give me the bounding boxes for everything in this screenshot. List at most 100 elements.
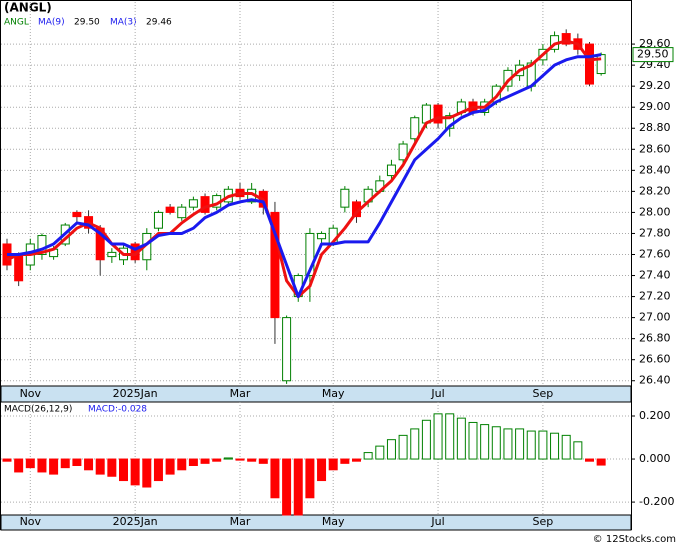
y-tick-label: 28.00	[639, 205, 671, 218]
macd-bar	[130, 458, 140, 486]
y-tick-label: 29.60	[639, 37, 671, 50]
candle-body	[561, 33, 571, 45]
x-tick-label: May	[322, 387, 345, 400]
y-tick-label: 26.80	[639, 332, 671, 345]
macd-bar	[410, 428, 420, 460]
macd-bar	[49, 458, 59, 475]
y-tick-label: -0.200	[639, 495, 674, 508]
macd-bar	[328, 458, 338, 471]
candle-body	[317, 232, 327, 240]
macd-bar	[433, 413, 443, 460]
candle-body	[585, 43, 594, 85]
candle-body	[282, 317, 292, 382]
candle-body	[72, 211, 82, 218]
candle-body	[107, 251, 117, 258]
x-tick-label: Sep	[533, 387, 554, 400]
ma-line	[7, 53, 602, 299]
legend-ma3-value: 29.46	[146, 18, 172, 28]
x-tick-label: Mar	[230, 387, 251, 400]
macd-bar	[119, 458, 128, 482]
macd-bar	[212, 458, 222, 462]
macd-value: MACD:-0.028	[88, 405, 147, 415]
macd-bar	[491, 426, 501, 460]
macd-bar	[72, 458, 82, 466]
macd-bar	[585, 458, 594, 462]
macd-bar	[293, 458, 303, 516]
macd-bar	[317, 458, 327, 482]
y-tick-label: 28.80	[639, 121, 671, 134]
macd-bar	[200, 458, 210, 464]
x-tick-label: 2025Jan	[113, 387, 158, 400]
y-tick-label: 29.00	[639, 100, 671, 113]
macd-bar	[340, 458, 350, 464]
macd-bar	[526, 430, 536, 460]
macd-bar	[247, 458, 257, 462]
legend-ma9-value: 29.50	[74, 18, 100, 28]
y-tick-label: 27.80	[639, 226, 671, 239]
candle-body	[14, 253, 24, 282]
macd-bar	[352, 458, 361, 462]
macd-bar	[515, 428, 525, 460]
candle-body	[410, 117, 420, 140]
macd-bar	[561, 434, 571, 460]
candle-body	[153, 211, 163, 229]
candle-body	[177, 206, 187, 219]
macd-bar	[596, 458, 606, 466]
macd-bar	[2, 458, 12, 462]
x-tick-label: Jul	[430, 387, 444, 400]
y-tick-label: 0.200	[639, 409, 671, 422]
macd-bar	[503, 428, 513, 460]
macd-bar	[188, 458, 198, 466]
candle-body	[596, 54, 606, 75]
macd-bar	[398, 434, 408, 460]
y-tick-label: 27.20	[639, 290, 671, 303]
macd-bar	[480, 424, 490, 460]
legend-ticker: ANGL	[4, 18, 29, 28]
last-price-label: 29.50	[637, 48, 669, 61]
y-tick-label: 0.000	[639, 452, 671, 465]
macd-legend: MACD(26,12,9)	[4, 405, 72, 415]
candle-body	[305, 232, 315, 277]
macd-bar	[363, 452, 373, 460]
y-tick-label: 27.00	[639, 311, 671, 324]
macd-bar	[37, 458, 47, 473]
legend-ma3: MA(3)	[110, 18, 137, 28]
macd-bar	[107, 458, 117, 477]
y-tick-label: 27.40	[639, 269, 671, 282]
macd-bar	[235, 458, 245, 461]
macd-bar	[270, 458, 280, 499]
macd-bar	[538, 430, 548, 460]
macd-bar	[305, 458, 315, 499]
candle-body	[188, 199, 198, 208]
macd-bar	[223, 457, 233, 460]
y-tick-label: 26.40	[639, 374, 671, 387]
date-strip	[0, 385, 632, 403]
x-tick-label: 2025Jan	[113, 515, 158, 528]
y-tick-label: 29.20	[639, 79, 671, 92]
chart-title: (ANGL)	[4, 1, 52, 15]
macd-bar	[60, 458, 70, 469]
y-tick-label: 28.60	[639, 142, 671, 155]
macd-bar	[386, 439, 396, 460]
x-tick-label: Mar	[230, 515, 251, 528]
candle-body	[340, 188, 350, 208]
x-tick-label: Jul	[430, 515, 444, 528]
date-strip-bottom	[0, 514, 632, 531]
macd-bar	[282, 458, 292, 516]
y-tick-label: 26.60	[639, 353, 671, 366]
candle-body	[433, 104, 443, 124]
macd-bar	[468, 421, 478, 460]
macd-bar	[142, 458, 152, 488]
macd-bar	[153, 458, 163, 482]
y-tick-label: 28.20	[639, 184, 671, 197]
macd-bar	[84, 458, 94, 471]
macd-bar	[375, 445, 385, 460]
y-tick-label: 28.40	[639, 163, 671, 176]
last-price-tag	[632, 47, 674, 63]
macd-bar	[421, 419, 431, 460]
macd-bar	[14, 458, 24, 473]
macd-bar	[550, 432, 560, 460]
x-tick-label: Nov	[20, 387, 42, 400]
x-tick-label: May	[322, 515, 345, 528]
